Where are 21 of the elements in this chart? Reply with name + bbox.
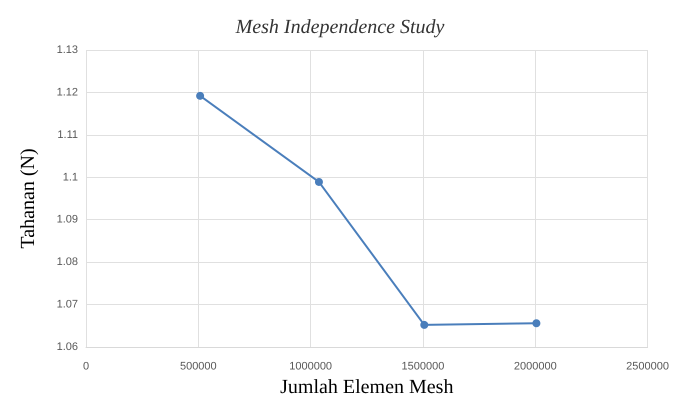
- point: [196, 92, 204, 100]
- x-axis-title: Jumlah Elemen Mesh: [280, 376, 454, 398]
- y-tick-label: 1.07: [56, 298, 78, 311]
- x-tick-label: 2500000: [626, 360, 669, 372]
- x-tick-label: 1000000: [289, 360, 332, 372]
- x-tick-label: 500000: [180, 360, 217, 372]
- point: [532, 319, 540, 328]
- point: [420, 320, 428, 329]
- y-tick-label: 1.06: [56, 341, 78, 353]
- chart-title: Mesh Independence Study: [234, 16, 445, 38]
- y-tick-label: 1.09: [56, 214, 78, 226]
- y-tick-label: 1.12: [56, 86, 78, 98]
- y-tick-label: 1.1: [62, 171, 78, 184]
- point: [314, 178, 323, 186]
- x-tick-label: 0: [82, 360, 90, 372]
- y-tick-label: 1.08: [56, 256, 78, 268]
- y-axis-title: Tahanan (N): [17, 148, 39, 249]
- y-tick-label: 1.13: [56, 44, 78, 56]
- x-tick-label: 1500000: [402, 360, 444, 372]
- x-tick-label: 2000000: [514, 360, 557, 372]
- y-tick-label: 1.11: [57, 128, 78, 141]
